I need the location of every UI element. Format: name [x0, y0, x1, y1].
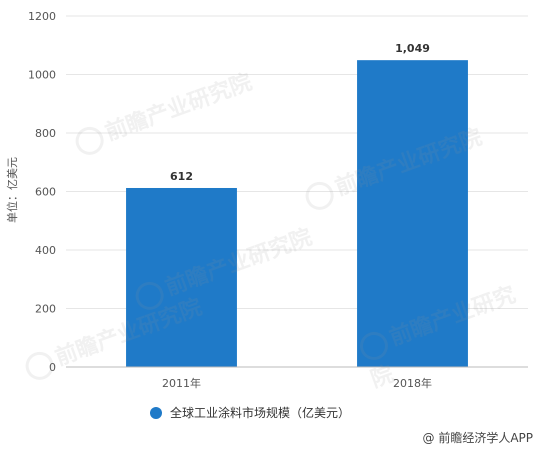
x-tick-label: 2011年 [162, 376, 201, 390]
data-label: 612 [170, 170, 193, 183]
bar [357, 60, 468, 367]
legend-marker-icon [150, 406, 162, 419]
y-tick-label: 1000 [28, 69, 56, 82]
bars [126, 60, 468, 367]
legend-label: 全球工业涂料市场规模（亿美元） [170, 406, 351, 420]
legend: 全球工业涂料市场规模（亿美元） [150, 404, 350, 421]
x-tick-label: 2018年 [393, 376, 432, 390]
data-labels: 612 1,049 [170, 42, 430, 183]
y-tick-label: 1200 [28, 10, 56, 23]
y-tick-label: 800 [35, 127, 56, 140]
source-credit: @ 前瞻经济学人APP [422, 431, 534, 445]
x-tick-labels: 2011年 2018年 [162, 376, 432, 390]
y-tick-label: 0 [49, 361, 56, 374]
bar-chart: 0 200 400 600 800 1000 1200 612 1,049 2011年 2018… [5, 10, 528, 390]
bar [126, 187, 237, 367]
y-axis-label: 单位：亿美元 [5, 157, 19, 223]
y-tick-labels: 0 200 400 600 800 1000 1200 [28, 10, 56, 374]
y-tick-label: 400 [35, 244, 56, 257]
y-tick-label: 200 [35, 303, 56, 316]
y-tick-label: 600 [35, 186, 56, 199]
data-label: 1,049 [395, 42, 430, 55]
